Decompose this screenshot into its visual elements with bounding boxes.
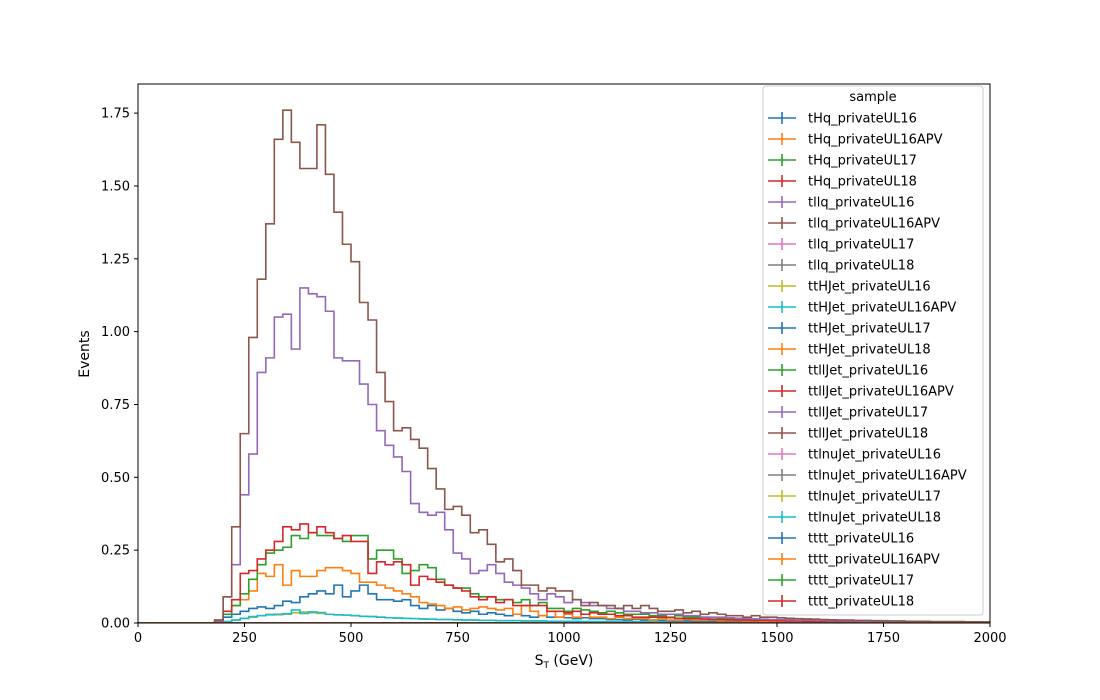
series-line-ttlljet-privateul17 xyxy=(138,287,990,623)
x-tick-label: 1750 xyxy=(867,631,900,646)
legend-item-ttlnujet-privateul16apv: ttlnuJet_privateUL16APV xyxy=(768,469,967,484)
legend-label: tttt_privateUL16 xyxy=(808,532,914,547)
x-tick-label: 0 xyxy=(134,631,142,646)
legend-item-thq-privateul18: tHq_privateUL18 xyxy=(768,175,917,190)
legend-item-tttt-privateul16apv: tttt_privateUL16APV xyxy=(768,553,940,568)
x-axis-label-sub: T xyxy=(542,661,549,671)
legend-item-tthjet-privateul16: ttHJet_privateUL16 xyxy=(768,280,931,295)
legend-label: tllq_privateUL16APV xyxy=(808,217,940,232)
series-line-ttlljet-privateul16apv xyxy=(138,523,990,623)
y-tick-label: 1.00 xyxy=(101,325,130,340)
legend-label: ttllJet_privateUL18 xyxy=(808,427,928,442)
legend-item-ttlljet-privateul18: ttllJet_privateUL18 xyxy=(768,427,928,442)
legend-item-tthjet-privateul18: ttHJet_privateUL18 xyxy=(768,343,931,358)
legend-label: ttllJet_privateUL16APV xyxy=(808,385,954,400)
legend-item-tllq-privateul16apv: tllq_privateUL16APV xyxy=(768,217,940,232)
x-axis-label-unit: (GeV) xyxy=(549,653,593,669)
legend-item-tthjet-privateul17: ttHJet_privateUL17 xyxy=(768,322,931,337)
legend-label: ttlnuJet_privateUL18 xyxy=(808,511,941,526)
series-layer xyxy=(138,109,990,623)
legend-item-thq-privateul17: tHq_privateUL17 xyxy=(768,154,917,169)
legend-item-ttlljet-privateul16: ttllJet_privateUL16 xyxy=(768,364,928,379)
legend-label: tttt_privateUL16APV xyxy=(808,553,940,568)
x-tick-label: 500 xyxy=(339,631,364,646)
legend-item-tllq-privateul17: tllq_privateUL17 xyxy=(768,238,914,253)
y-tick-label: 1.75 xyxy=(101,107,130,122)
y-tick-label: 1.50 xyxy=(101,179,130,194)
legend-label: ttlnuJet_privateUL17 xyxy=(808,490,941,505)
legend-title: sample xyxy=(849,90,896,105)
legend-label: ttllJet_privateUL17 xyxy=(808,406,928,421)
x-tick-label: 750 xyxy=(445,631,470,646)
x-ticks: 0 250 500 750 1000 1250 1500 1750 2000 xyxy=(134,623,1007,646)
legend-label: ttlnuJet_privateUL16APV xyxy=(808,469,967,484)
legend-item-tllq-privateul18: tllq_privateUL18 xyxy=(768,259,914,274)
legend-label: ttlnuJet_privateUL16 xyxy=(808,448,941,463)
x-tick-label: 1000 xyxy=(547,631,580,646)
legend-label: tHq_privateUL17 xyxy=(808,154,917,169)
series-line-ttlljet-privateul18 xyxy=(138,109,990,623)
legend-label: ttHJet_privateUL16APV xyxy=(808,301,956,316)
legend-item-ttlnujet-privateul16: ttlnuJet_privateUL16 xyxy=(768,448,941,463)
y-tick-label: 0.25 xyxy=(101,544,130,559)
legend-label: tttt_privateUL18 xyxy=(808,595,914,610)
legend-item-thq-privateul16: tHq_privateUL16 xyxy=(768,112,917,127)
legend-box xyxy=(762,85,984,616)
legend-label: tHq_privateUL16APV xyxy=(808,133,943,148)
legend-label: tllq_privateUL18 xyxy=(808,259,914,274)
legend-label: ttHJet_privateUL18 xyxy=(808,343,931,358)
x-axis-label-main: S xyxy=(535,653,544,669)
y-tick-label: 0.75 xyxy=(101,398,130,413)
legend-item-tttt-privateul18: tttt_privateUL18 xyxy=(768,595,914,610)
legend-item-tttt-privateul16: tttt_privateUL16 xyxy=(768,532,914,547)
x-axis-label: ST (GeV) xyxy=(535,653,594,671)
legend-item-ttlnujet-privateul18: ttlnuJet_privateUL18 xyxy=(768,511,941,526)
legend: sample tHq_privateUL16 tHq_privateUL16APV… xyxy=(762,85,984,616)
y-ticks: 0.00 0.25 0.50 0.75 1.00 1.25 1.50 1.75 xyxy=(101,107,138,632)
legend-label: ttllJet_privateUL16 xyxy=(808,364,928,379)
y-axis-label: Events xyxy=(77,330,93,377)
legend-label: ttHJet_privateUL16 xyxy=(808,280,931,295)
y-tick-label: 0.00 xyxy=(101,617,130,632)
legend-label: ttHJet_privateUL17 xyxy=(808,322,931,337)
legend-item-tllq-privateul16: tllq_privateUL16 xyxy=(768,196,914,211)
legend-items: tHq_privateUL16 tHq_privateUL16APV tHq_pri… xyxy=(768,112,967,610)
y-tick-label: 0.50 xyxy=(101,471,130,486)
legend-label: tHq_privateUL16 xyxy=(808,112,917,127)
legend-item-ttlljet-privateul16apv: ttllJet_privateUL16APV xyxy=(768,385,954,400)
legend-label: tllq_privateUL17 xyxy=(808,238,914,253)
x-tick-label: 1500 xyxy=(760,631,793,646)
x-tick-label: 2000 xyxy=(973,631,1006,646)
legend-item-thq-privateul16apv: tHq_privateUL16APV xyxy=(768,133,943,148)
legend-item-ttlljet-privateul17: ttllJet_privateUL17 xyxy=(768,406,928,421)
legend-label: tHq_privateUL18 xyxy=(808,175,917,190)
legend-item-ttlnujet-privateul17: ttlnuJet_privateUL17 xyxy=(768,490,941,505)
legend-item-tthjet-privateul16apv: ttHJet_privateUL16APV xyxy=(768,301,956,316)
legend-label: tllq_privateUL16 xyxy=(808,196,914,211)
legend-item-tttt-privateul17: tttt_privateUL17 xyxy=(768,574,914,589)
legend-label: tttt_privateUL17 xyxy=(808,574,914,589)
y-tick-label: 1.25 xyxy=(101,252,130,267)
x-tick-label: 1250 xyxy=(654,631,687,646)
x-tick-label: 250 xyxy=(232,631,257,646)
